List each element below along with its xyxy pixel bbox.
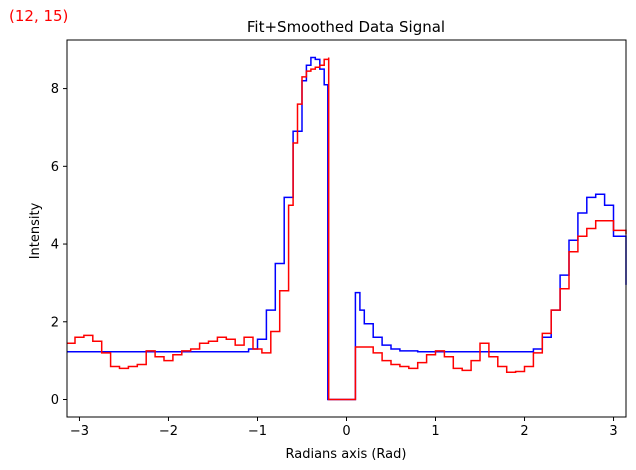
x-tick-label: −2 [159, 424, 178, 439]
x-tick-label: −3 [70, 424, 89, 439]
y-axis-label: Intensity [28, 202, 43, 259]
y-tick-label: 2 [51, 315, 59, 330]
x-tick-label: −1 [248, 424, 267, 439]
coordinate-readout: (12, 15) [9, 7, 69, 25]
chart-title: Fit+Smoothed Data Signal [247, 18, 445, 36]
y-tick-label: 0 [51, 393, 59, 408]
y-tick-label: 4 [51, 238, 59, 253]
tick-layer: −3 −2 −1 0 1 2 3 0 2 4 6 8 [51, 82, 618, 439]
x-tick-label: 1 [431, 424, 439, 439]
series-line-2 [67, 57, 627, 401]
y-tick-label: 6 [51, 160, 59, 175]
x-axis-label: Radians axis (Rad) [286, 447, 407, 462]
x-tick-label: 3 [609, 424, 617, 439]
y-tick-label: 8 [51, 82, 59, 97]
x-tick-label: 0 [342, 424, 350, 439]
x-tick-label: 2 [520, 424, 528, 439]
series-line-1 [67, 56, 627, 401]
series-layer [67, 56, 627, 401]
plot-frame [66, 39, 627, 418]
